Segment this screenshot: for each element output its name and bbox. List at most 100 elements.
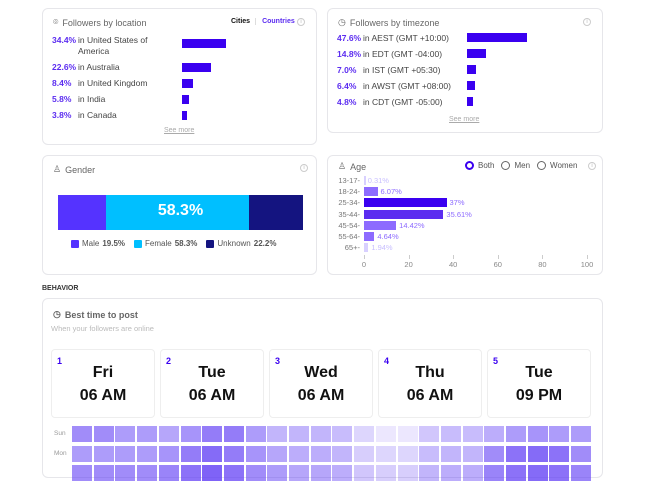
percent: 47.6% (337, 33, 362, 43)
heatmap-cell[interactable] (115, 445, 136, 462)
legend-swatch (134, 239, 143, 248)
heatmap-cell[interactable] (245, 465, 266, 481)
heatmap-cell[interactable] (440, 465, 461, 481)
heatmap-cell[interactable] (419, 426, 440, 442)
heatmap-cell[interactable] (137, 465, 158, 481)
heatmap-cell[interactable] (375, 426, 396, 442)
heatmap-cell[interactable] (310, 445, 331, 462)
heatmap-cell[interactable] (484, 465, 505, 481)
heatmap-cell[interactable] (267, 445, 288, 462)
heatmap-cell[interactable] (289, 426, 309, 442)
heatmap-cell[interactable] (180, 445, 201, 462)
heatmap-cell[interactable] (354, 465, 375, 481)
heatmap-cell[interactable] (223, 465, 244, 481)
heatmap-cell[interactable] (158, 445, 179, 462)
heatmap-cell[interactable] (440, 426, 461, 442)
heatmap-cell[interactable] (93, 445, 114, 462)
heatmap-cell[interactable] (527, 426, 548, 442)
info-icon[interactable]: i (297, 18, 305, 26)
heatmap-cell[interactable] (549, 465, 570, 481)
timezone-label: in AWST (GMT +08:00) (363, 81, 451, 91)
heatmap-cell[interactable] (72, 445, 92, 462)
heatmap-cell[interactable] (72, 426, 92, 442)
info-icon[interactable]: i (583, 18, 591, 26)
info-icon[interactable]: i (588, 162, 596, 170)
heatmap-cell[interactable] (462, 426, 483, 442)
heatmap-cell[interactable] (506, 426, 526, 442)
heatmap-cell[interactable] (310, 426, 331, 442)
timezone-label: in CDT (GMT -05:00) (363, 97, 443, 107)
tab-cities[interactable]: Cities (231, 18, 257, 25)
heatmap-cell[interactable] (115, 426, 136, 442)
heatmap-cell[interactable] (354, 445, 375, 462)
heatmap-cell[interactable] (440, 445, 461, 462)
heatmap-cell[interactable] (549, 426, 570, 442)
timezone-bar (467, 65, 476, 74)
heatmap-cell[interactable] (549, 445, 570, 462)
gender-center-label: 58.3% (157, 202, 204, 219)
heatmap-cell[interactable] (571, 426, 592, 442)
heatmap-cell[interactable] (158, 426, 179, 442)
timezone-row: 4.8% in CDT (GMT -05:00) (337, 97, 443, 107)
heatmap-cell[interactable] (267, 465, 288, 481)
heatmap-cell[interactable] (180, 465, 201, 481)
heatmap-cell[interactable] (72, 465, 92, 481)
heatmap-cell[interactable] (223, 426, 244, 442)
heatmap-cell[interactable] (267, 426, 288, 442)
heatmap-cell[interactable] (202, 445, 223, 462)
location-label: in United Kingdom (78, 78, 148, 88)
heatmap-cell[interactable] (137, 426, 158, 442)
heatmap-cell[interactable] (310, 465, 331, 481)
radio-women[interactable] (537, 161, 547, 170)
heatmap-cell[interactable] (397, 465, 418, 481)
heatmap-cell[interactable] (223, 445, 244, 462)
heatmap-cell[interactable] (137, 445, 158, 462)
heatmap-cell[interactable] (115, 465, 136, 481)
heatmap-cell[interactable] (245, 426, 266, 442)
heatmap-cell[interactable] (375, 465, 396, 481)
see-more-link[interactable]: See more (164, 127, 195, 134)
heatmap-cell[interactable] (202, 426, 223, 442)
heatmap-cell[interactable] (484, 426, 505, 442)
heatmap-cell[interactable] (93, 465, 114, 481)
heatmap-cell[interactable] (571, 465, 592, 481)
rank-time: 06 AM (406, 387, 454, 404)
heatmap-cell[interactable] (158, 465, 179, 481)
tab-countries[interactable]: Countries (262, 18, 295, 25)
age-bar (364, 232, 375, 241)
legend-value: 22.2% (253, 239, 277, 248)
heatmap-cell[interactable] (180, 426, 201, 442)
age-label: 25-34- (338, 198, 360, 208)
radio-both[interactable] (465, 161, 474, 170)
heatmap-cell[interactable] (332, 426, 353, 442)
heatmap-cell[interactable] (527, 465, 548, 481)
age-label: 45-54- (338, 220, 360, 230)
heatmap-cell[interactable] (484, 445, 505, 462)
heatmap-cell[interactable] (202, 465, 223, 481)
legend-swatch (206, 239, 215, 248)
heatmap-cell[interactable] (527, 445, 548, 462)
heatmap-cell[interactable] (506, 445, 526, 462)
heatmap-cell[interactable] (506, 465, 526, 481)
rank-time: 06 AM (188, 387, 236, 404)
see-more-link[interactable]: See more (449, 116, 480, 123)
heatmap-cell[interactable] (245, 445, 266, 462)
rank-time: 09 PM (515, 387, 563, 404)
heatmap-cell[interactable] (419, 465, 440, 481)
location-bar (182, 95, 190, 104)
heatmap-cell[interactable] (419, 445, 440, 462)
radio-men[interactable] (501, 161, 511, 170)
heatmap-cell[interactable] (462, 465, 483, 481)
heatmap-cell[interactable] (289, 465, 309, 481)
heatmap-cell[interactable] (375, 445, 396, 462)
heatmap-cell[interactable] (289, 445, 309, 462)
heatmap-cell[interactable] (397, 426, 418, 442)
heatmap-cell[interactable] (354, 426, 375, 442)
heatmap-cell[interactable] (397, 445, 418, 462)
heatmap-cell[interactable] (332, 445, 353, 462)
heatmap-cell[interactable] (462, 445, 483, 462)
heatmap-cell[interactable] (332, 465, 353, 481)
heatmap-cell[interactable] (571, 445, 592, 462)
heatmap-cell[interactable] (93, 426, 114, 442)
info-icon[interactable]: i (300, 164, 308, 172)
